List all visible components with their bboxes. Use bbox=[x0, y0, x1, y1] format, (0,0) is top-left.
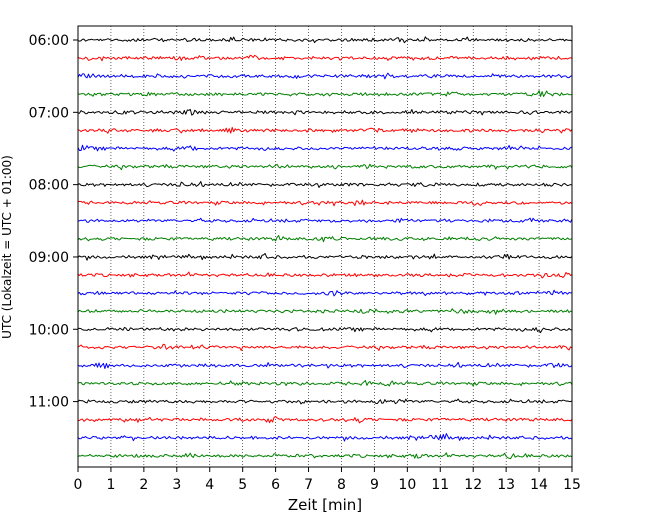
trace-18 bbox=[77, 361, 573, 370]
x-tick-label-5: 5 bbox=[238, 477, 247, 493]
y-axis-label: UTC (Lokalzeit = UTC + 01:00) bbox=[0, 155, 14, 339]
trace-15 bbox=[77, 308, 573, 315]
trace-10 bbox=[77, 217, 573, 223]
trace-17 bbox=[77, 343, 573, 351]
trace-19 bbox=[77, 379, 573, 387]
x-tick-label-15: 15 bbox=[563, 477, 581, 493]
y-tick-label-1: 07:00 bbox=[29, 105, 69, 121]
x-axis-label: Zeit [min] bbox=[288, 496, 362, 514]
x-tick-label-10: 10 bbox=[398, 477, 416, 493]
trace-11 bbox=[77, 235, 573, 243]
y-tick-label-3: 09:00 bbox=[29, 250, 69, 266]
trace-22 bbox=[77, 433, 573, 442]
x-tick-label-6: 6 bbox=[271, 477, 280, 493]
x-tick-label-8: 8 bbox=[337, 477, 346, 493]
trace-5 bbox=[77, 126, 573, 134]
trace-3 bbox=[77, 90, 573, 98]
trace-20 bbox=[77, 398, 573, 405]
y-axis-ticks: 06:00 07:00 08:00 09:00 10:00 11:00 bbox=[29, 33, 78, 411]
trace-7 bbox=[77, 163, 573, 171]
y-tick-label-4: 10:00 bbox=[29, 322, 69, 338]
x-tick-label-13: 13 bbox=[497, 477, 515, 493]
y-tick-label-0: 06:00 bbox=[29, 33, 69, 49]
trace-1 bbox=[77, 54, 573, 62]
x-tick-label-4: 4 bbox=[205, 477, 214, 493]
x-tick-label-2: 2 bbox=[139, 477, 148, 493]
trace-6 bbox=[77, 144, 573, 152]
trace-23 bbox=[77, 452, 573, 460]
trace-12 bbox=[77, 252, 573, 261]
plot-frame bbox=[77, 25, 573, 468]
trace-21 bbox=[77, 416, 573, 424]
x-tick-label-14: 14 bbox=[530, 477, 548, 493]
y-tick-label-5: 11:00 bbox=[29, 395, 69, 411]
x-tick-label-9: 9 bbox=[370, 477, 379, 493]
y-tick-label-2: 08:00 bbox=[29, 178, 69, 194]
trace-16 bbox=[77, 326, 573, 334]
x-tick-label-3: 3 bbox=[172, 477, 181, 493]
trace-4 bbox=[77, 108, 573, 116]
seismogram-traces bbox=[77, 36, 573, 460]
x-tick-label-12: 12 bbox=[464, 477, 482, 493]
x-axis-ticks: 0 1 2 3 4 5 6 7 8 9 10 11 12 13 14 15 bbox=[74, 467, 581, 493]
x-tick-label-11: 11 bbox=[431, 477, 449, 493]
x-tick-label-1: 1 bbox=[106, 477, 115, 493]
trace-14 bbox=[77, 289, 573, 297]
trace-2 bbox=[77, 72, 573, 80]
trace-13 bbox=[77, 271, 573, 279]
x-tick-label-7: 7 bbox=[304, 477, 313, 493]
trace-8 bbox=[77, 181, 573, 188]
trace-0 bbox=[77, 36, 573, 44]
x-tick-label-0: 0 bbox=[74, 477, 83, 493]
trace-9 bbox=[77, 199, 573, 207]
